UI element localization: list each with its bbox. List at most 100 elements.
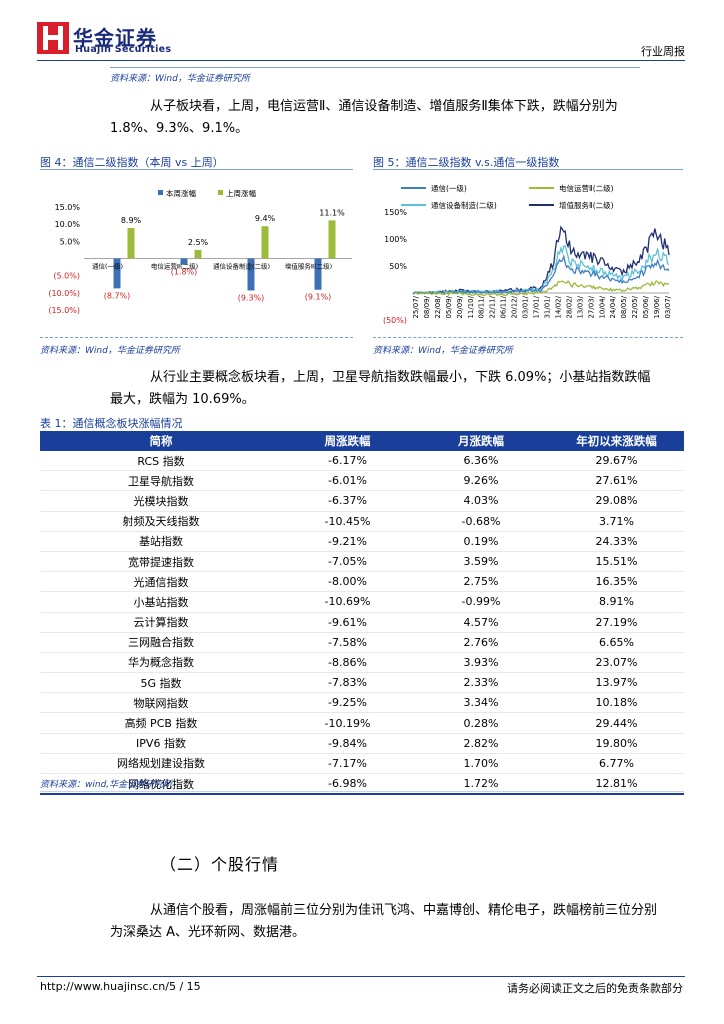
series-line	[412, 279, 670, 297]
cell-week: -7.17%	[282, 753, 413, 775]
table-row: 网络优化指数 -6.98% 1.72% 12.81%	[40, 773, 684, 796]
figure-5-source: 资料来源：Wind，华金证券研究所	[373, 346, 513, 356]
cell-ytd: 16.35%	[549, 571, 684, 593]
cell-month: 2.82%	[413, 733, 549, 754]
cell-name: 小基站指数	[40, 591, 282, 613]
series-line	[412, 225, 670, 295]
paragraph-subsectors: 从子板块看，上周，电信运营Ⅱ、通信设备制造、增值服务Ⅱ集体下跌，跌幅分别为 1.…	[110, 99, 618, 136]
legend-swatch	[218, 190, 223, 195]
cell-week: -9.25%	[282, 692, 413, 714]
col-header-ytd: 年初以来涨跌幅	[549, 431, 684, 451]
cell-name: 5G 指数	[40, 672, 282, 694]
logo-text-cn: 华金证券	[73, 26, 157, 50]
cell-ytd: 27.19%	[549, 612, 684, 633]
x-tick-label: 14/02/	[554, 295, 562, 318]
cell-week: -6.98%	[282, 773, 413, 796]
data-label: (9.3%)	[238, 293, 265, 302]
category-label: 电信运营Ⅱ(二级)	[151, 262, 198, 271]
table-row: RCS 指数 -6.17% 6.36% 29.67%	[40, 451, 684, 472]
figure-5-title: 图 5：通信二级指数 v.s.通信一级指数	[373, 156, 560, 169]
cell-week: -7.58%	[282, 632, 413, 653]
cell-month: -0.68%	[413, 511, 549, 532]
table-row: 小基站指数 -10.69% -0.99% 8.91%	[40, 591, 684, 613]
y-tick-label: 15.0%	[55, 203, 81, 212]
paragraph-stocks: 从通信个股看，周涨幅前三位分别为佳讯飞鸿、中嘉博创、精伦电子，跌幅榜前三位分别为…	[110, 903, 658, 940]
cell-ytd: 10.18%	[549, 692, 684, 714]
x-tick-label: 19/06/	[653, 295, 661, 318]
table-row: 华为概念指数 -8.86% 3.93% 23.07%	[40, 652, 684, 674]
y-tick-label: 100%	[384, 235, 407, 244]
legend-label: 增值服务Ⅱ(二级)	[559, 200, 614, 210]
cell-ytd: 15.51%	[549, 551, 684, 573]
data-label: 8.9%	[121, 216, 142, 225]
x-tick-label: 08/11/	[478, 295, 486, 318]
bar	[314, 258, 322, 290]
cell-week: -10.19%	[282, 712, 413, 734]
x-tick-label: 17/01/	[533, 295, 541, 318]
table-row: 光模块指数 -6.37% 4.03% 29.08%	[40, 490, 684, 512]
y-tick-label: 10.0%	[55, 220, 81, 229]
bar	[261, 226, 269, 259]
y-tick-label: 5.0%	[60, 237, 81, 246]
bar	[194, 249, 202, 259]
footer-url-page[interactable]: http://www.huajinsc.cn/5 / 15	[40, 980, 201, 993]
cell-week: -10.45%	[282, 511, 413, 532]
table-row: 光通信指数 -8.00% 2.75% 16.35%	[40, 571, 684, 593]
cell-month: 3.93%	[413, 652, 549, 674]
data-label: 2.5%	[188, 238, 209, 247]
col-header-month: 月涨跌幅	[413, 431, 549, 451]
cell-month: 2.33%	[413, 672, 549, 694]
figure-5-rule	[373, 169, 683, 170]
bar	[127, 227, 135, 259]
header-divider	[37, 60, 685, 61]
cell-ytd: 24.33%	[549, 531, 684, 552]
x-tick-label: 10/04/	[598, 295, 606, 318]
x-tick-label: 11/10/	[467, 295, 475, 318]
table-1-source-rule	[40, 791, 684, 792]
cell-month: 0.28%	[413, 712, 549, 734]
legend-label: 通信设备制造(二级)	[431, 200, 497, 210]
cell-month: 3.34%	[413, 692, 549, 714]
footer-divider	[37, 976, 685, 977]
cell-ytd: 13.97%	[549, 672, 684, 694]
cell-week: -10.69%	[282, 591, 413, 613]
table-row: IPV6 指数 -9.84% 2.82% 19.80%	[40, 733, 684, 754]
legend-label: 通信(一级)	[431, 183, 467, 193]
cell-name: RCS 指数	[40, 451, 282, 472]
legend-label: 电信运营Ⅱ(二级)	[559, 183, 614, 193]
x-tick-label: 27/03/	[587, 295, 595, 318]
figure-4-rule	[40, 169, 353, 170]
cell-week: -6.01%	[282, 470, 413, 492]
cell-name: 网络规划建设指数	[40, 753, 282, 775]
source-note-top: 资料来源：Wind，华金证券研究所	[110, 74, 250, 84]
category-label: 通信(一级)	[92, 262, 123, 271]
cell-week: -9.21%	[282, 531, 413, 552]
section-heading: （二）个股行情	[160, 855, 280, 874]
y-tick-label: (15.0%)	[48, 306, 80, 315]
cell-name: 云计算指数	[40, 612, 282, 633]
cell-name: 网络优化指数	[40, 773, 282, 796]
cell-week: -6.17%	[282, 451, 413, 472]
x-tick-label: 03/07/	[664, 295, 672, 318]
concept-index-table: 简称 周涨跌幅 月涨跌幅 年初以来涨跌幅 RCS 指数 -6.17% 6.36% 29…	[40, 431, 684, 796]
cell-month: 2.76%	[413, 632, 549, 653]
x-tick-label: 22/05/	[631, 295, 639, 318]
cell-name: 物联网指数	[40, 692, 282, 714]
x-tick-label: 13/03/	[576, 295, 584, 318]
cell-name: 光通信指数	[40, 571, 282, 593]
paragraph-concepts: 从行业主要概念板块看，上周，卫星导航指数跌幅最小，下跌 6.09%；小基站指数跌…	[110, 370, 651, 407]
cell-month: 4.57%	[413, 612, 549, 633]
cell-month: 0.19%	[413, 531, 549, 552]
y-tick-label: (5.0%)	[53, 272, 80, 281]
x-tick-label: 24/04/	[609, 295, 617, 318]
cell-ytd: 29.08%	[549, 490, 684, 512]
cell-name: 华为概念指数	[40, 652, 282, 674]
figure-5-bottom-rule	[373, 337, 683, 338]
logo-text-en: Huajin Securities	[75, 44, 172, 55]
table-row: 物联网指数 -9.25% 3.34% 10.18%	[40, 692, 684, 714]
cell-ytd: 8.91%	[549, 591, 684, 613]
bar	[328, 220, 336, 259]
cell-week: -7.83%	[282, 672, 413, 694]
series-line	[412, 254, 670, 295]
y-tick-label: (10.0%)	[48, 289, 80, 298]
